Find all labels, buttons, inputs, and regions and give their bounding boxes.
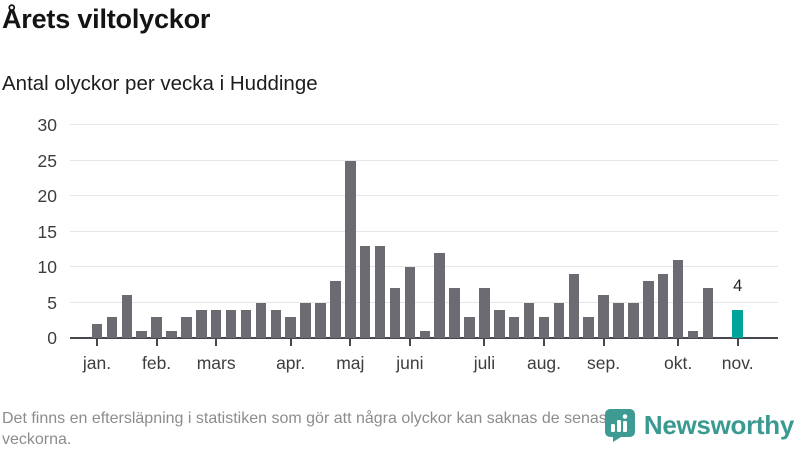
bar — [374, 245, 386, 338]
bar — [449, 288, 460, 338]
bar — [345, 160, 356, 338]
x-axis-tick — [215, 339, 218, 346]
bar — [553, 302, 565, 338]
x-axis-tick — [349, 339, 352, 346]
bar — [434, 252, 445, 338]
y-tick-label: 0 — [47, 328, 57, 348]
bar — [359, 245, 371, 338]
gridline — [70, 230, 778, 232]
bar — [508, 316, 520, 338]
bar — [702, 288, 714, 338]
chart-subtitle: Antal olyckor per vecka i Huddinge — [2, 72, 318, 95]
y-tick-label: 15 — [37, 221, 57, 242]
bar — [657, 274, 669, 338]
bar — [628, 302, 639, 338]
x-axis-tick — [155, 339, 158, 346]
bar — [91, 323, 103, 338]
gridline — [70, 124, 778, 125]
x-tick-label: apr. — [276, 353, 306, 373]
footnote: Det finns en eftersläpning i statistiken… — [2, 410, 621, 448]
bar — [225, 309, 237, 338]
x-tick-label: nov. — [721, 353, 754, 373]
y-tick-label: 25 — [37, 150, 57, 171]
y-tick-label: 5 — [47, 292, 57, 313]
plot-area: jan. feb. mars apr. maj juni juli aug. sep. okt. n… — [70, 100, 778, 373]
x-tick-label: mars — [196, 353, 236, 373]
bar — [687, 330, 699, 338]
x-tick-label: aug. — [526, 353, 562, 373]
bar — [419, 330, 431, 338]
x-tick-label: juni — [396, 353, 424, 373]
x-tick-label: okt. — [663, 353, 693, 373]
bar — [121, 295, 133, 338]
x-tick-label: feb. — [141, 353, 172, 373]
bar — [583, 316, 594, 338]
bar — [151, 316, 162, 338]
bar — [330, 281, 341, 338]
bar — [494, 309, 505, 338]
bar — [106, 316, 118, 338]
bar — [404, 267, 416, 338]
x-tick-label: maj — [336, 353, 365, 373]
x-tick-label: sep. — [587, 353, 621, 373]
bar — [315, 302, 326, 338]
x-axis-line — [70, 337, 778, 339]
bar — [300, 302, 311, 338]
x-tick-label: jan. — [82, 353, 112, 373]
newsworthy-logo-icon — [604, 409, 635, 442]
bar — [285, 316, 296, 338]
bar — [613, 302, 624, 338]
bar — [196, 309, 207, 338]
gridline — [70, 195, 778, 196]
x-axis-tick — [483, 339, 486, 346]
y-tick-label: 10 — [37, 257, 57, 277]
x-axis-tick — [736, 339, 739, 346]
y-tick-label: 30 — [37, 115, 57, 135]
gridline — [70, 159, 778, 161]
bar — [389, 288, 401, 338]
gridline — [70, 301, 778, 303]
gridline — [70, 266, 778, 267]
bar — [240, 309, 252, 338]
bar — [643, 281, 654, 338]
bar — [464, 316, 475, 338]
highlight-value-label: 4 — [733, 276, 743, 295]
x-axis-tick — [96, 339, 98, 346]
bar — [210, 309, 222, 338]
bar — [598, 295, 609, 338]
x-axis-tick — [677, 339, 680, 346]
x-axis-tick — [408, 339, 411, 346]
y-tick-label: 20 — [37, 186, 57, 206]
bar — [672, 259, 684, 338]
x-axis-tick — [602, 339, 605, 346]
bar — [538, 316, 550, 338]
bar — [255, 302, 267, 338]
x-axis-tick — [543, 339, 545, 346]
x-axis-tick — [289, 339, 292, 346]
bar — [181, 316, 192, 338]
x-tick-label: juli — [473, 353, 496, 373]
bar — [568, 274, 580, 338]
chart-title: Årets viltolyckor — [2, 4, 211, 34]
bar — [523, 302, 535, 338]
brand-name: Newsworthy — [643, 410, 794, 440]
bar — [270, 309, 282, 338]
bar — [136, 330, 147, 338]
bar — [166, 330, 177, 338]
highlight-bar — [732, 309, 743, 338]
brand: Newsworthy — [604, 409, 794, 442]
bar — [479, 288, 490, 338]
